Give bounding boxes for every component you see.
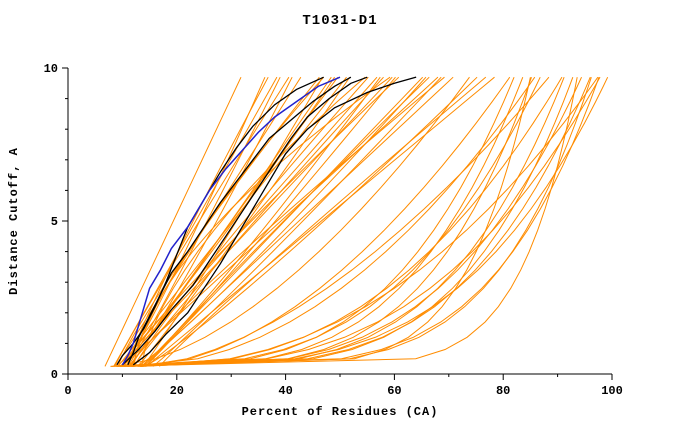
- ensemble-curve: [139, 76, 565, 367]
- ensemble-curve: [119, 76, 393, 367]
- ensemble-curve: [120, 77, 578, 367]
- ensemble-curve: [128, 76, 445, 367]
- ensemble-curve: [132, 76, 384, 367]
- ensemble-curve: [159, 76, 487, 367]
- ensemble-curve: [142, 76, 454, 367]
- ensemble-curve: [115, 76, 470, 367]
- ensemble-curve: [133, 76, 391, 367]
- ensemble-curve: [111, 77, 531, 367]
- ensemble-curve: [145, 76, 430, 367]
- ensemble-curve: [152, 76, 442, 367]
- series-model-highlight-blue: [121, 76, 341, 366]
- ensemble-curve: [126, 77, 574, 367]
- x-tick-label: 40: [278, 384, 292, 398]
- ensemble-curve: [115, 76, 302, 367]
- y-tick-label: 5: [51, 215, 58, 229]
- chart-title: T1031-D1: [302, 13, 377, 29]
- y-tick-label: 10: [44, 62, 58, 76]
- ensemble-curve: [137, 76, 427, 367]
- ensemble-curve: [120, 76, 400, 367]
- axes-layer: 0 20 40 60 80 100 0 5 10: [44, 62, 623, 398]
- ensemble-curve: [140, 76, 599, 367]
- y-tick-label: 0: [51, 368, 58, 382]
- y-axis-label: Distance Cutoff, A: [7, 147, 21, 295]
- ensemble-curve: [126, 76, 269, 367]
- ensemble-curve: [130, 76, 339, 367]
- ensemble-curve: [137, 76, 601, 367]
- ensemble-curve: [114, 76, 290, 367]
- ensemble-curve: [144, 76, 424, 367]
- x-tick-label: 100: [601, 384, 623, 398]
- x-tick-label: 0: [64, 384, 71, 398]
- x-tick-label: 80: [496, 384, 510, 398]
- ensemble-curve: [140, 76, 550, 367]
- curves-layer: [104, 76, 609, 367]
- ensemble-curve: [140, 76, 582, 367]
- ensemble-curve: [123, 77, 592, 367]
- ensemble-curve: [146, 76, 495, 367]
- ensemble-curve: [144, 76, 478, 367]
- series-model-black-2: [121, 76, 368, 366]
- ensemble-curve: [120, 76, 378, 367]
- ensemble-curve: [118, 76, 609, 367]
- x-axis-label: Percent of Residues (CA): [242, 405, 439, 419]
- x-tick-label: 20: [170, 384, 184, 398]
- ensemble-curve: [117, 76, 347, 367]
- ensemble-curve: [120, 76, 524, 367]
- series-model-black-3: [132, 76, 417, 366]
- ensemble-curve: [132, 76, 536, 367]
- ensemble-curve: [127, 76, 591, 367]
- series-model-black-1: [127, 76, 352, 366]
- x-tick-label: 60: [387, 384, 401, 398]
- ensemble-curve: [104, 76, 242, 367]
- ensemble-curve: [131, 77, 600, 367]
